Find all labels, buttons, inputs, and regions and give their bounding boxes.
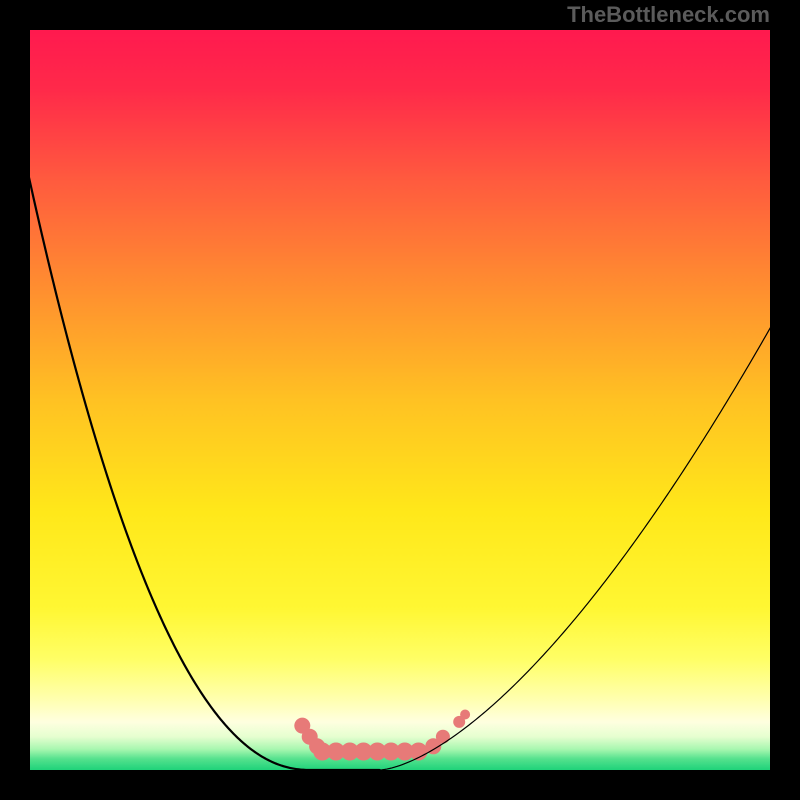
chart-frame (0, 0, 800, 800)
watermark-text: TheBottleneck.com (567, 2, 770, 28)
plot-area (30, 30, 770, 770)
bottleneck-curve (30, 30, 770, 770)
